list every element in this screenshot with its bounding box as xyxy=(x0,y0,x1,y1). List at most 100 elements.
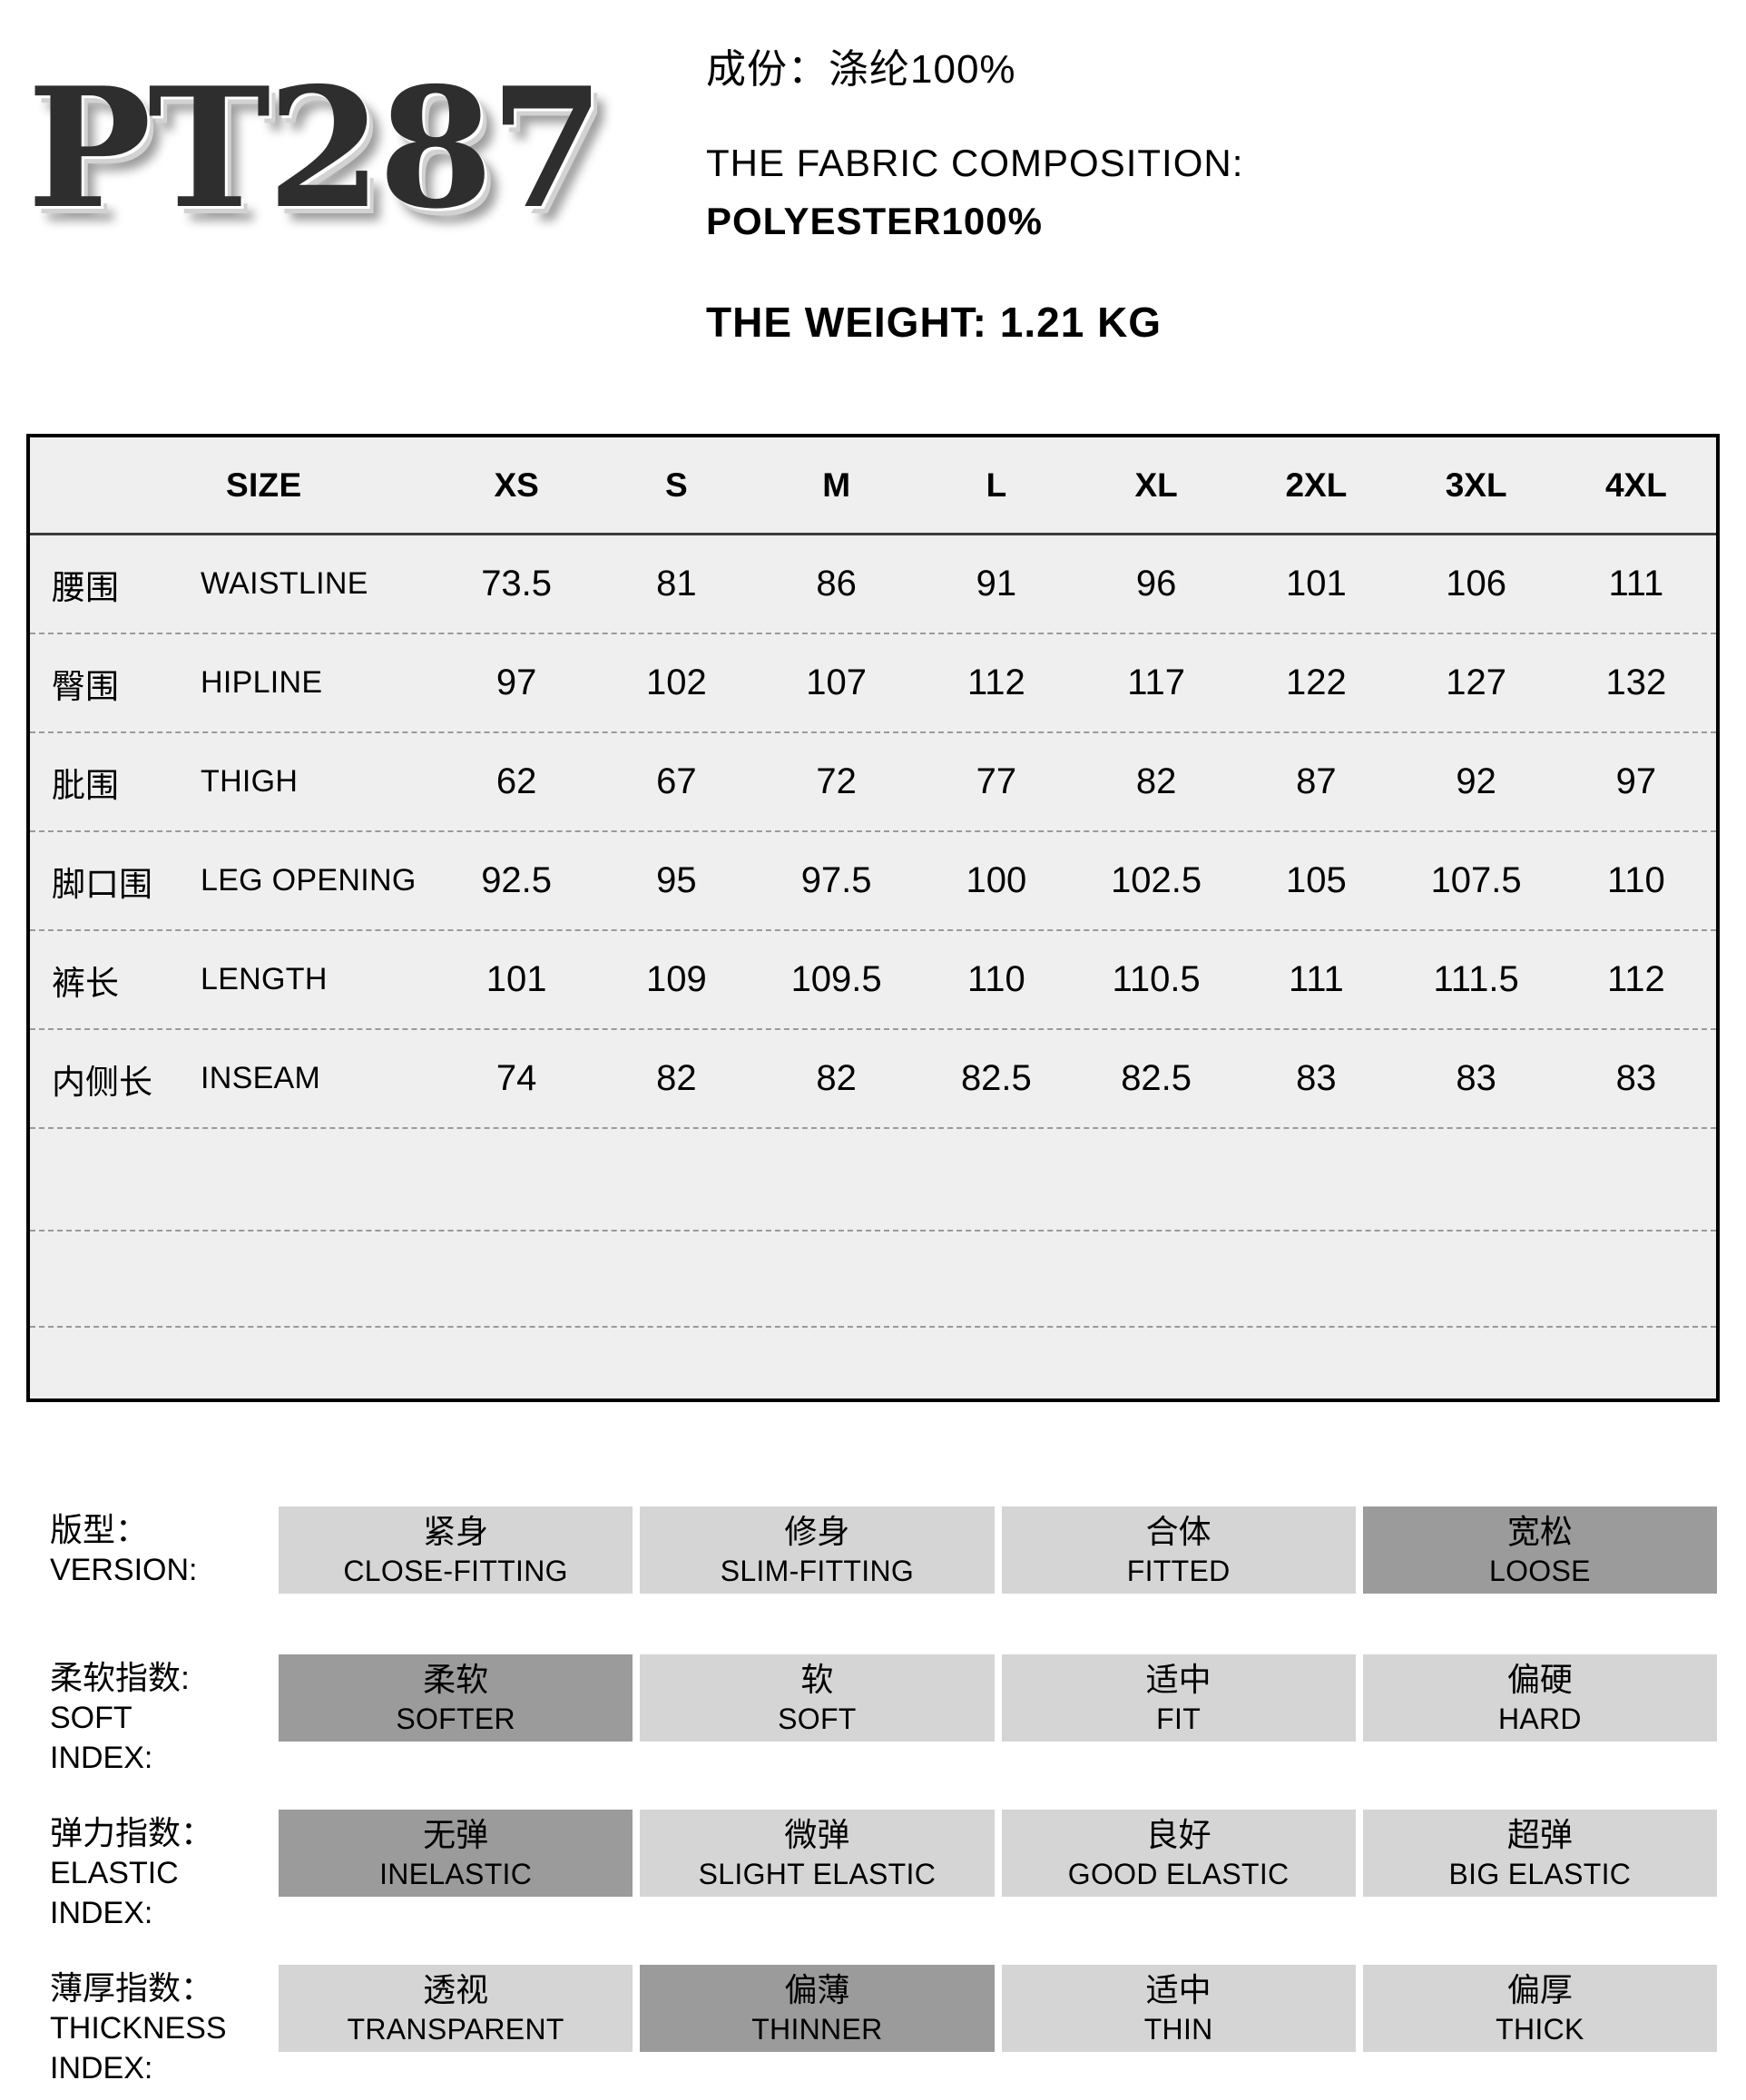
cell-value: 117 xyxy=(1127,662,1186,702)
cell-value: 112 xyxy=(1606,959,1665,999)
index-label-en: INDEX: xyxy=(50,1896,153,1930)
composition-value: POLYESTER100% xyxy=(706,200,1043,242)
option-thick: 偏厚 THICK xyxy=(1362,1965,1717,2052)
cell-value: 74 xyxy=(495,1058,537,1098)
row-label-cn: 腰围 xyxy=(52,568,119,606)
header-cell-s: S xyxy=(665,466,688,504)
cell-value: 102.5 xyxy=(1111,860,1202,900)
row-label-en: LENGTH xyxy=(201,962,328,996)
index-options: 透视 TRANSPARENT 偏薄 THINNER 适中 THIN 偏厚 THI… xyxy=(279,1965,1717,2052)
size-table-header: SIZE XS S M L XL 2XL 3XL 4XL xyxy=(30,437,1716,535)
cell-value: 87 xyxy=(1296,761,1337,801)
cell-value: 83 xyxy=(1615,1058,1657,1098)
table-row-inseam: 内侧长 INSEAM 74 82 82 82.5 82.5 83 83 83 xyxy=(30,1030,1716,1129)
index-row-soft: 柔软指数: SOFT INDEX: 柔软 SOFTER 软 SOFT 适中 FI… xyxy=(50,1654,1717,1778)
product-code-logo: PT287 xyxy=(27,51,604,245)
cell-value: 111.5 xyxy=(1433,959,1519,999)
cell-value: 97 xyxy=(1615,761,1657,801)
row-label-cn: 脚口围 xyxy=(52,865,152,903)
row-label-en: WAISTLINE xyxy=(201,566,368,601)
table-row-leg-opening: 脚口围 LEG OPENING 92.5 95 97.5 100 102.5 1… xyxy=(30,832,1716,931)
cell-value: 81 xyxy=(656,564,697,604)
cell-value: 72 xyxy=(816,761,857,801)
option-close-fitting: 紧身 CLOSE-FITTING xyxy=(279,1506,633,1594)
cell-value: 97 xyxy=(495,662,537,702)
cell-value: 100 xyxy=(966,860,1027,900)
option-soft: 软 SOFT xyxy=(640,1654,995,1742)
cell-value: 86 xyxy=(816,564,857,604)
row-label-cn: 裤长 xyxy=(52,964,119,1002)
index-row-elastic: 弹力指数： ELASTIC INDEX: 无弹 INELASTIC 微弹 SLI… xyxy=(50,1810,1717,1933)
option-softer-selected: 柔软 SOFTER xyxy=(279,1654,633,1742)
cell-value: 101 xyxy=(486,959,547,999)
index-row-thickness: 薄厚指数： THICKNESS INDEX: 透视 TRANSPARENT 偏薄… xyxy=(50,1965,1717,2088)
cell-value: 110 xyxy=(966,959,1025,999)
index-options: 紧身 CLOSE-FITTING 修身 SLIM-FITTING 合体 FITT… xyxy=(279,1506,1717,1594)
cell-value: 111 xyxy=(1608,564,1664,604)
header-cell-xl: XL xyxy=(1134,466,1178,504)
option-big-elastic: 超弹 BIG ELASTIC xyxy=(1362,1810,1717,1897)
row-label-cn: 肶围 xyxy=(52,766,119,804)
cell-value: 122 xyxy=(1286,662,1347,702)
cell-value: 92 xyxy=(1456,761,1496,801)
index-label-en: THICKNESS xyxy=(50,2011,227,2046)
row-label-en: THIGH xyxy=(201,764,299,799)
cell-value: 111 xyxy=(1288,959,1344,999)
table-row-hipline: 臀围 HIPLINE 97 102 107 112 117 122 127 13… xyxy=(30,634,1716,733)
cell-value: 83 xyxy=(1296,1058,1337,1098)
option-loose-selected: 宽松 LOOSE xyxy=(1362,1506,1717,1594)
cell-value: 110 xyxy=(1606,860,1665,900)
index-options: 柔软 SOFTER 软 SOFT 适中 FIT 偏硬 HARD xyxy=(279,1654,1717,1742)
composition-title: THE FABRIC COMPOSITION: xyxy=(706,142,1244,184)
cell-value: 97.5 xyxy=(800,860,872,900)
index-label-en: VERSION: xyxy=(50,1553,198,1587)
row-label-en: HIPLINE xyxy=(201,665,323,700)
cell-value: 82 xyxy=(656,1058,697,1098)
table-row-waistline: 腰围 WAISTLINE 73.5 81 86 91 96 101 106 11… xyxy=(30,535,1716,634)
header-cell-3xl: 3XL xyxy=(1445,466,1507,504)
index-label-cn: 柔软指数: xyxy=(50,1659,191,1696)
index-label-en: INDEX: xyxy=(50,1741,153,1775)
option-transparent: 透视 TRANSPARENT xyxy=(279,1965,633,2052)
row-label-en: INSEAM xyxy=(201,1061,321,1095)
table-row-thigh: 肶围 THIGH 62 67 72 77 82 87 92 97 xyxy=(30,733,1716,832)
header-cell-4xl: 4XL xyxy=(1604,466,1667,504)
cell-value: 82.5 xyxy=(960,1058,1032,1098)
cell-value: 102 xyxy=(646,662,707,702)
header-cell-size: SIZE xyxy=(226,466,302,504)
composition-chinese: 成份：涤纶100% xyxy=(706,47,1016,92)
size-table: SIZE XS S M L XL 2XL 3XL 4XL 腰围 WAISTLIN… xyxy=(26,434,1720,1402)
table-row-empty xyxy=(30,1129,1716,1232)
row-label-cn: 臀围 xyxy=(52,667,119,705)
cell-value: 105 xyxy=(1286,860,1347,900)
cell-value: 106 xyxy=(1446,564,1506,604)
header-cell-2xl: 2XL xyxy=(1285,466,1348,504)
option-slight-elastic: 微弹 SLIGHT ELASTIC xyxy=(640,1810,995,1897)
cell-value: 83 xyxy=(1456,1058,1496,1098)
cell-value: 77 xyxy=(976,761,1017,801)
cell-value: 82 xyxy=(1135,761,1177,801)
table-row-length: 裤长 LENGTH 101 109 109.5 110 110.5 111 11… xyxy=(30,931,1716,1030)
cell-value: 82.5 xyxy=(1121,1058,1192,1098)
attribute-indexes: 版型： VERSION: 紧身 CLOSE-FITTING 修身 SLIM-FI… xyxy=(0,1506,1746,2088)
index-row-version: 版型： VERSION: 紧身 CLOSE-FITTING 修身 SLIM-FI… xyxy=(50,1506,1717,1594)
index-label: 弹力指数： ELASTIC INDEX: xyxy=(50,1810,279,1933)
index-label: 柔软指数: SOFT INDEX: xyxy=(50,1654,279,1778)
option-hard: 偏硬 HARD xyxy=(1362,1654,1717,1742)
cell-value: 109 xyxy=(646,959,707,999)
cell-value: 91 xyxy=(976,564,1017,604)
row-label-en: LEG OPENING xyxy=(201,863,417,898)
option-inelastic-selected: 无弹 INELASTIC xyxy=(279,1810,633,1897)
page-header: PT287 成份：涤纶100% THE FABRIC COMPOSITION: … xyxy=(0,0,1746,434)
cell-value: 112 xyxy=(966,662,1025,702)
header-cell-m: M xyxy=(822,466,851,504)
cell-value: 92.5 xyxy=(481,860,553,900)
weight-text: THE WEIGHT: 1.21 KG xyxy=(706,299,1162,346)
index-label: 版型： VERSION: xyxy=(50,1506,279,1590)
index-label-cn: 薄厚指数： xyxy=(50,1969,214,2007)
header-cell-l: L xyxy=(986,466,1007,504)
cell-value: 67 xyxy=(656,761,697,801)
option-thinner-selected: 偏薄 THINNER xyxy=(640,1965,995,2052)
index-options: 无弹 INELASTIC 微弹 SLIGHT ELASTIC 良好 GOOD E… xyxy=(279,1810,1717,1897)
index-label-cn: 版型： xyxy=(50,1511,149,1548)
